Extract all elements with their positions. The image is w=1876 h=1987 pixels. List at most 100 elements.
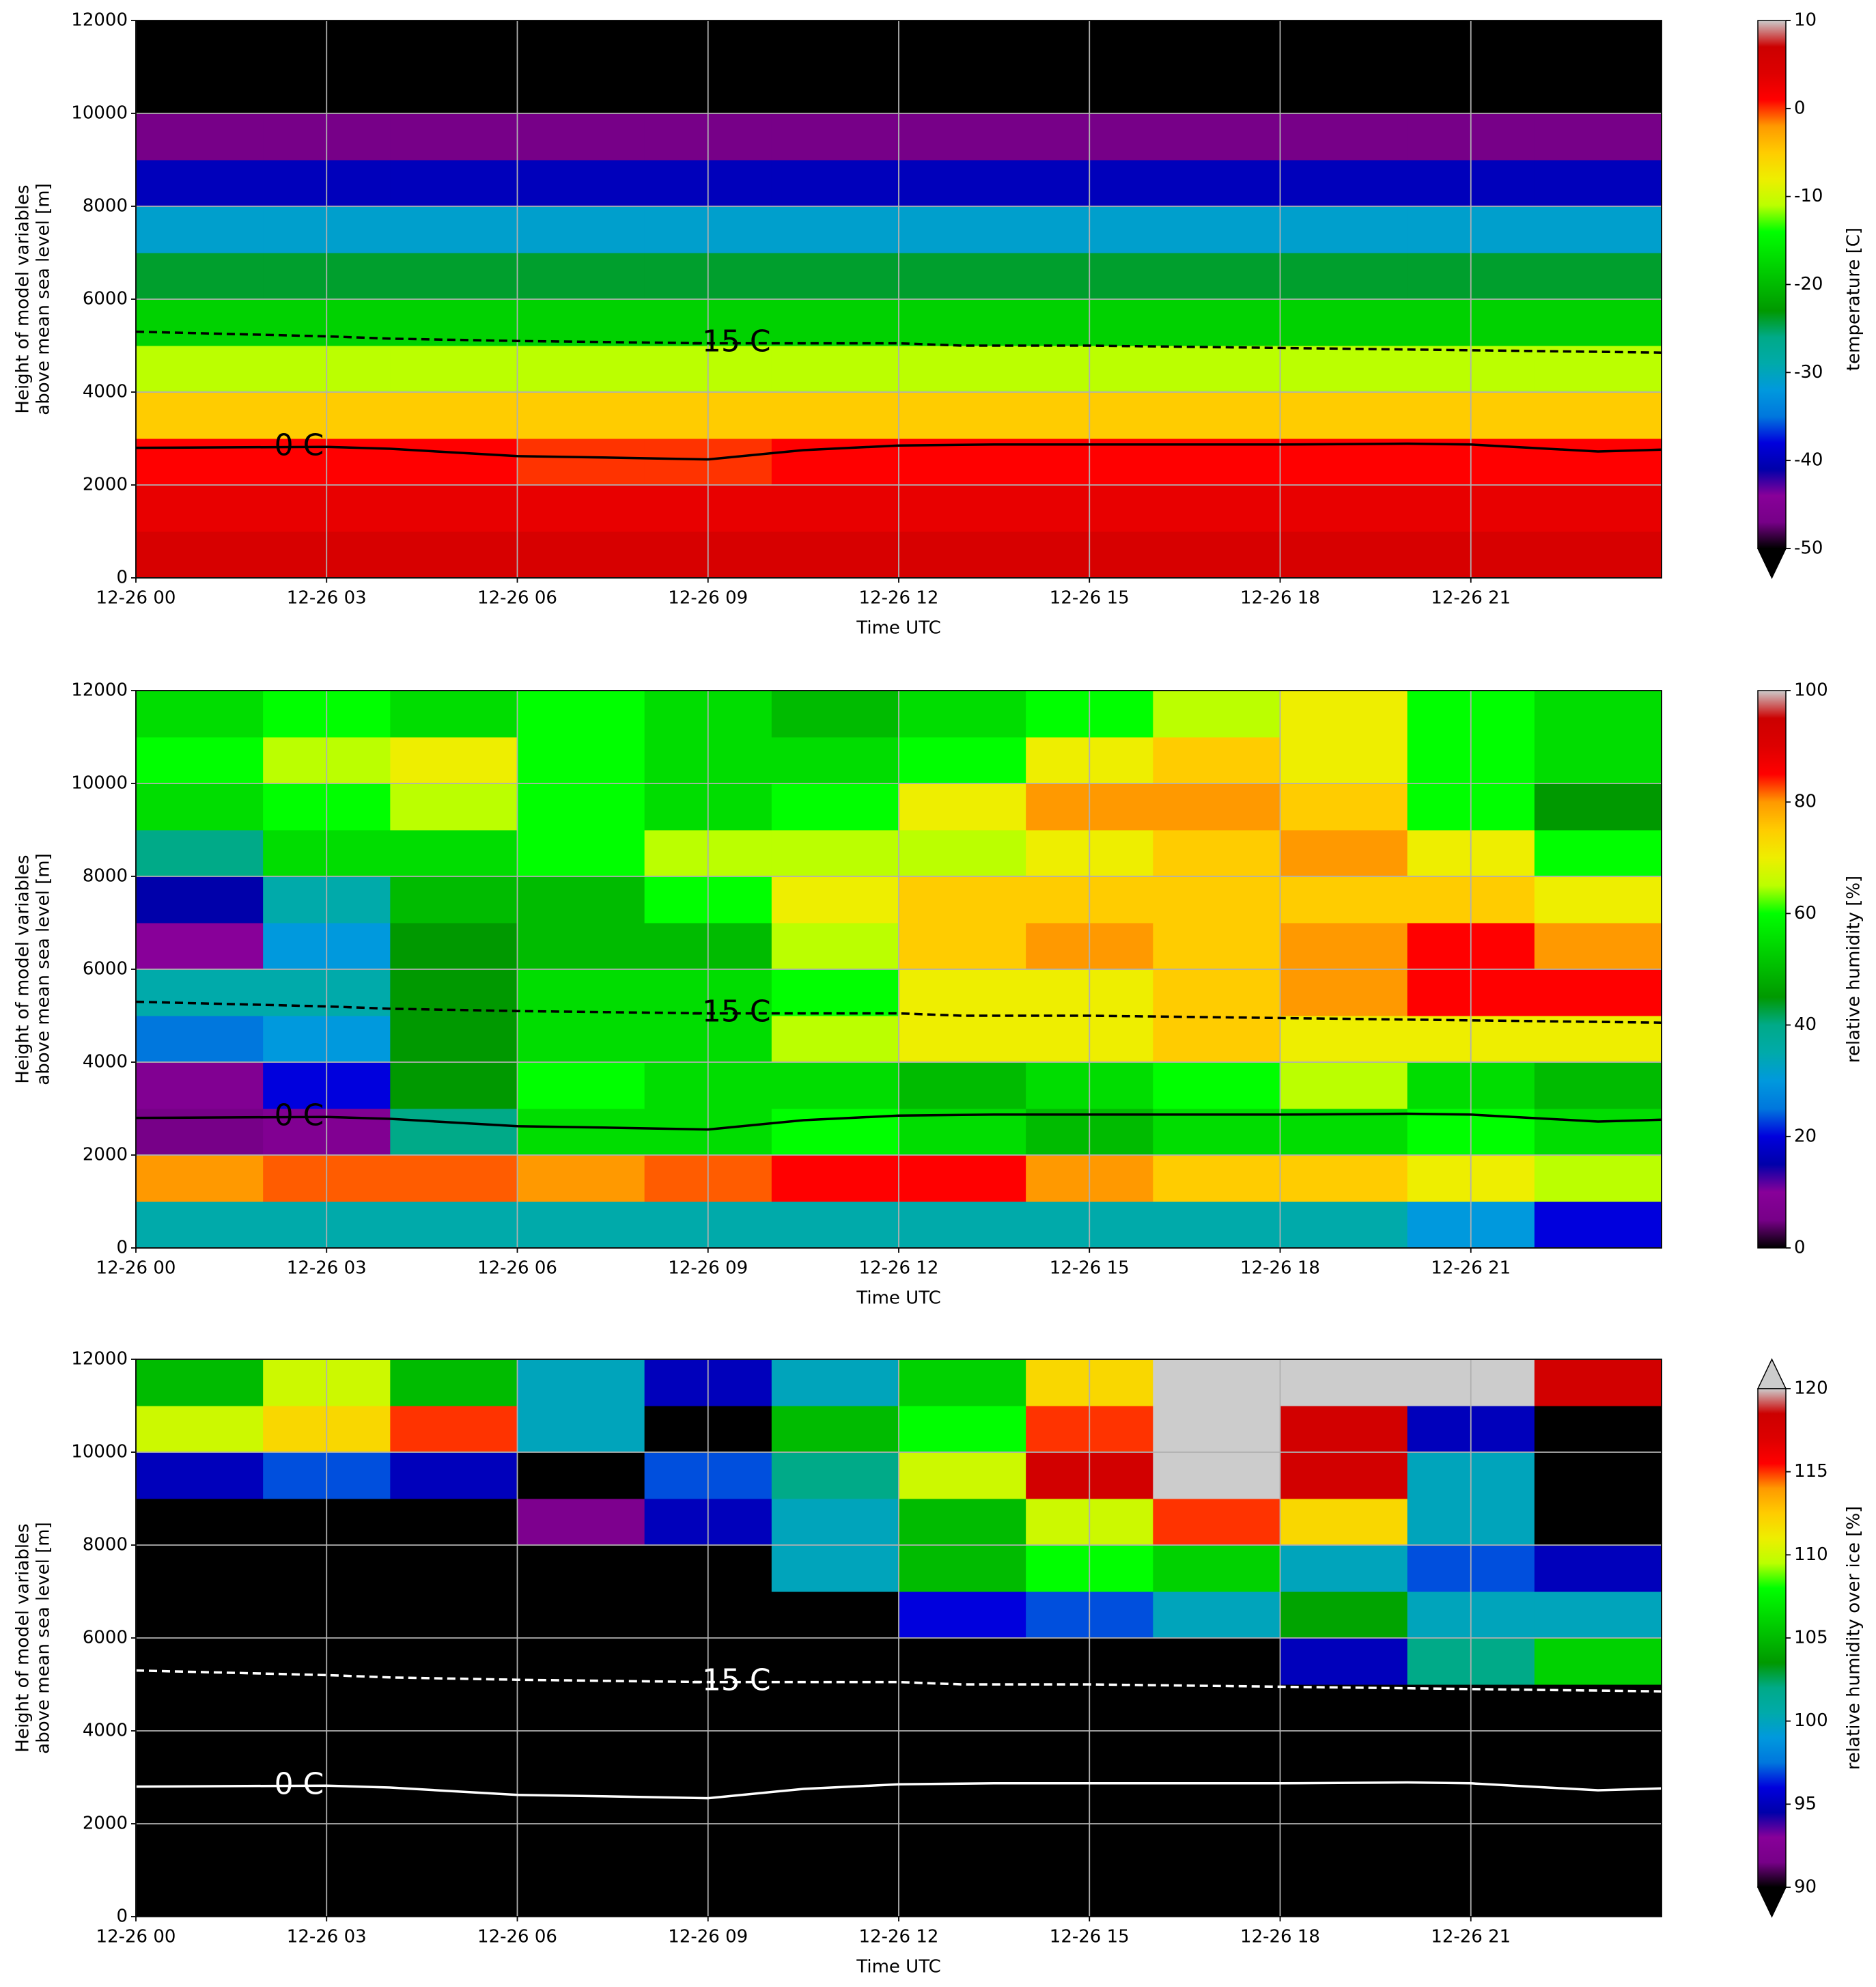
heatmap-cell [1280, 160, 1408, 207]
colorbar [1758, 691, 1786, 1248]
x-tick-label: 12-26 03 [287, 1258, 367, 1279]
heatmap-cell [771, 392, 899, 439]
y-tick-label: 6000 [83, 289, 128, 309]
heatmap-cell [1534, 1452, 1662, 1499]
heatmap-cell [771, 346, 899, 393]
heatmap-cell [1153, 1499, 1280, 1546]
y-tick-label: 12000 [71, 1349, 128, 1370]
y-tick-label: 4000 [83, 382, 128, 402]
colorbar-tick-label: 100 [1794, 1710, 1828, 1731]
heatmap-cell [1153, 1155, 1280, 1202]
colorbar-extension [1756, 1887, 1787, 1918]
heatmap-cell [390, 923, 518, 970]
heatmap-cell [1153, 1062, 1280, 1109]
heatmap-cell [899, 160, 1026, 207]
colorbar-tick-label: 0 [1794, 98, 1806, 118]
heatmap-cell [1534, 392, 1662, 439]
heatmap-cell [136, 160, 264, 207]
heatmap-cell [1153, 20, 1280, 68]
heatmap-cell [899, 485, 1026, 532]
heatmap-cell [517, 1592, 645, 1639]
heatmap-cell [136, 923, 264, 970]
heatmap-cell [771, 1592, 899, 1639]
heatmap-cell [899, 1638, 1026, 1685]
heatmap-cell [390, 67, 518, 114]
heatmap-cell [390, 346, 518, 393]
heatmap-cell [1280, 206, 1408, 253]
heatmap-cell [390, 737, 518, 784]
heatmap-cell [517, 1638, 645, 1685]
colorbar-tick-label: -40 [1794, 450, 1823, 471]
heatmap-cell [1534, 253, 1662, 300]
heatmap-cell [136, 969, 264, 1016]
heatmap-cell [517, 1062, 645, 1109]
heatmap-cell [517, 1452, 645, 1499]
heatmap-cell [1280, 1731, 1408, 1778]
heatmap-cell [1280, 1016, 1408, 1063]
heatmap-cell [390, 1545, 518, 1592]
x-axis-label: Time UTC [856, 618, 940, 639]
heatmap-cell [517, 1870, 645, 1917]
heatmap-cell [1280, 253, 1408, 300]
x-tick-label: 12-26 21 [1431, 1258, 1511, 1279]
y-axis-label: Height of model variables [13, 184, 33, 413]
heatmap-cell [136, 1638, 264, 1685]
heatmap-cell [517, 20, 645, 68]
heatmap-cell [1153, 1870, 1280, 1917]
heatmap-cell [390, 1777, 518, 1824]
heatmap-cell [899, 691, 1026, 738]
heatmap-cell [899, 1592, 1026, 1639]
heatmap-cell [517, 923, 645, 970]
heatmap-cell [771, 531, 899, 579]
y-tick-label: 0 [116, 1238, 128, 1258]
y-axis-label: Height of model variables [13, 854, 33, 1083]
heatmap-cell [899, 20, 1026, 68]
heatmap-cell [899, 969, 1026, 1016]
heatmap-cell [1153, 1109, 1280, 1156]
x-tick-label: 12-26 00 [96, 588, 176, 609]
heatmap-cell [136, 113, 264, 161]
heatmap-cell [1280, 1545, 1408, 1592]
heatmap-cell [136, 1155, 264, 1202]
heatmap-cell [1153, 299, 1280, 346]
heatmap-cell [517, 1201, 645, 1249]
heatmap-cell [517, 1016, 645, 1063]
heatmap-cell [517, 299, 645, 346]
heatmap-cell [390, 1155, 518, 1202]
heatmap-cell [1280, 392, 1408, 439]
contour-label: -15 C [691, 324, 771, 359]
heatmap-cell [899, 392, 1026, 439]
colorbar-tick-label: -50 [1794, 538, 1823, 559]
heatmap-cell [1534, 531, 1662, 579]
heatmap-cell [1153, 1731, 1280, 1778]
x-tick-label: 12-26 18 [1240, 1258, 1320, 1279]
heatmap-cell [1280, 1592, 1408, 1639]
x-tick-label: 12-26 21 [1431, 588, 1511, 609]
heatmap-cell [1280, 1062, 1408, 1109]
contour-line [135, 1669, 1662, 1693]
contour-label: 0 C [275, 428, 324, 462]
heatmap-cell [517, 392, 645, 439]
colorbar-tick-label: 80 [1794, 792, 1817, 812]
heatmap-cell [1153, 783, 1280, 831]
heatmap-cell [1534, 439, 1662, 486]
x-tick-label: 12-26 15 [1050, 588, 1130, 609]
contour-line [135, 330, 1662, 354]
colorbar-tick-label: 0 [1794, 1238, 1806, 1258]
heatmap-cell [517, 1545, 645, 1592]
heatmap-cell [136, 1452, 264, 1499]
heatmap-cell [771, 485, 899, 532]
heatmap-cell [899, 1731, 1026, 1778]
heatmap-cell [771, 1638, 899, 1685]
heatmap-cell [136, 1684, 264, 1732]
x-tick-label: 12-26 12 [859, 588, 939, 609]
heatmap-cell [517, 531, 645, 579]
colorbar-extension [1756, 548, 1787, 579]
contour-line [135, 1112, 1662, 1131]
heatmap-cell [771, 1201, 899, 1249]
heatmap-cell [1534, 1062, 1662, 1109]
panel: 0 2000 4000 6000 8000 10000 12000 12-26 00 12-26… [13, 680, 1864, 1309]
y-axis-label: Height of model variables [13, 1523, 33, 1752]
heatmap-cell [899, 346, 1026, 393]
